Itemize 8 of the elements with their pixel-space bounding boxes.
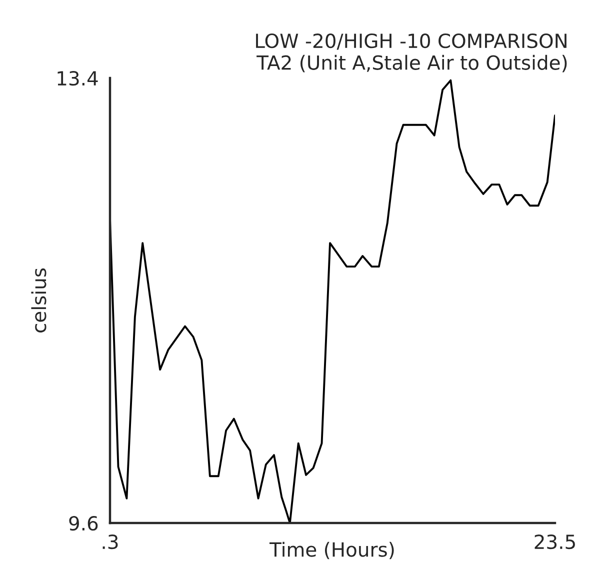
chart-title: LOW -20/HIGH -10 COMPARISON TA2 (Unit A,Stale Air to Outside) bbox=[256, 33, 567, 72]
y-tick-label: 13.4 bbox=[58, 70, 98, 86]
x-tick-label: 23.5 bbox=[534, 534, 575, 550]
x-tick-label: .3 bbox=[102, 534, 118, 550]
y-axis-title: celsius bbox=[31, 268, 46, 332]
line-series bbox=[110, 79, 555, 523]
y-tick-label: 9.6 bbox=[69, 516, 98, 531]
x-axis-title: Time (Hours) bbox=[269, 542, 394, 560]
